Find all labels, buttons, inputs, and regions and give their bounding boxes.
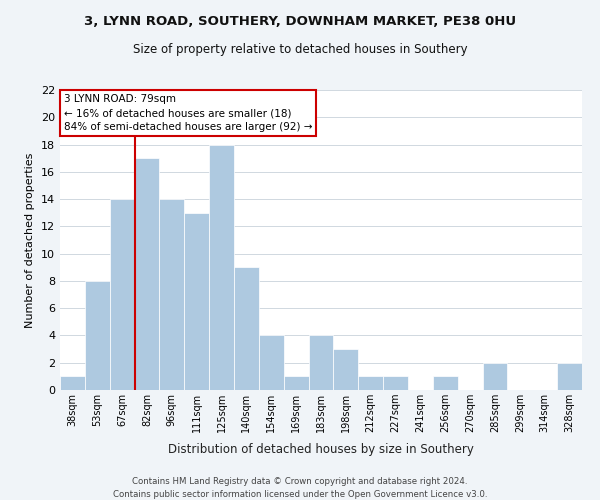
Bar: [557, 362, 582, 390]
Bar: [383, 376, 408, 390]
Bar: [358, 376, 383, 390]
Bar: [259, 336, 284, 390]
Bar: [234, 268, 259, 390]
Bar: [60, 376, 85, 390]
Bar: [308, 336, 334, 390]
Bar: [334, 349, 358, 390]
Bar: [184, 212, 209, 390]
Text: 3, LYNN ROAD, SOUTHERY, DOWNHAM MARKET, PE38 0HU: 3, LYNN ROAD, SOUTHERY, DOWNHAM MARKET, …: [84, 15, 516, 28]
Text: Contains public sector information licensed under the Open Government Licence v3: Contains public sector information licen…: [113, 490, 487, 499]
Bar: [433, 376, 458, 390]
Bar: [134, 158, 160, 390]
Text: Distribution of detached houses by size in Southery: Distribution of detached houses by size …: [168, 442, 474, 456]
Bar: [482, 362, 508, 390]
Text: Size of property relative to detached houses in Southery: Size of property relative to detached ho…: [133, 42, 467, 56]
Bar: [85, 281, 110, 390]
Y-axis label: Number of detached properties: Number of detached properties: [25, 152, 35, 328]
Bar: [110, 199, 134, 390]
Text: 3 LYNN ROAD: 79sqm
← 16% of detached houses are smaller (18)
84% of semi-detache: 3 LYNN ROAD: 79sqm ← 16% of detached hou…: [64, 94, 312, 132]
Bar: [209, 144, 234, 390]
Bar: [284, 376, 308, 390]
Text: Contains HM Land Registry data © Crown copyright and database right 2024.: Contains HM Land Registry data © Crown c…: [132, 478, 468, 486]
Bar: [160, 199, 184, 390]
